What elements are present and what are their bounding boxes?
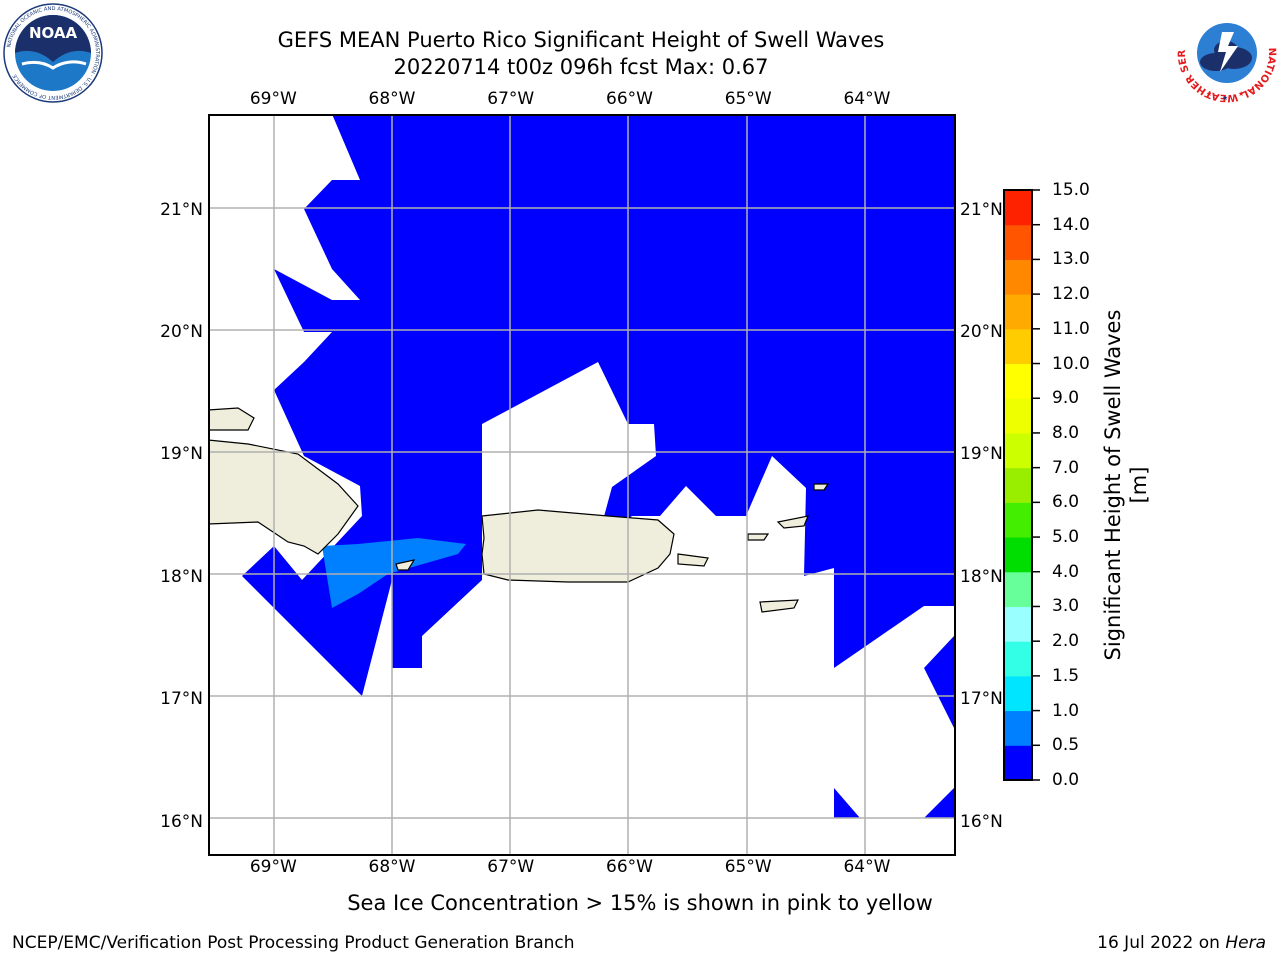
colorbar-tick-label: 2.0 [1052, 631, 1080, 652]
lon-label-bottom: 65°W [724, 857, 772, 877]
lon-label-bottom: 68°W [368, 857, 416, 877]
lat-label-right: 20°N [960, 321, 1003, 342]
lat-label-left: 20°N [160, 321, 203, 342]
branch-credit: NCEP/EMC/Verification Post Processing Pr… [12, 933, 575, 953]
colorbar-segment [1004, 224, 1032, 260]
sea-ice-note: Sea Ice Concentration > 15% is shown in … [347, 891, 933, 915]
colorbar-label: Significant Height of Swell Waves [m] [1101, 309, 1151, 661]
lat-label-left: 17°N [160, 689, 203, 710]
colorbar-segment [1004, 363, 1032, 399]
colorbar-segment [1004, 259, 1032, 295]
lon-label-top: 66°W [606, 89, 653, 109]
land-areas [208, 407, 830, 613]
colorbar-segment [1004, 710, 1032, 746]
lat-label-left: 21°N [160, 199, 203, 220]
lon-label-bottom: 69°W [249, 857, 297, 877]
lat-label-left: 18°N [160, 566, 203, 587]
colorbar-segment [1004, 745, 1032, 781]
lat-label-right: 21°N [960, 199, 1003, 220]
colorbar-tick-label: 9.0 [1052, 388, 1080, 409]
colorbar-segment [1004, 328, 1032, 365]
lon-label-top: 69°W [249, 89, 297, 109]
colorbar-tick-label: 7.0 [1052, 457, 1080, 478]
swell-fill-mid [322, 538, 466, 608]
colorbar-tick-label: 13.0 [1052, 249, 1090, 270]
map-gridlines [208, 114, 956, 856]
map-frame [208, 114, 956, 856]
colorbar [1003, 189, 1040, 781]
colorbar-tick-label: 4.0 [1052, 561, 1080, 582]
colorbar-segment [1004, 537, 1032, 573]
colorbar-tick-label: 8.0 [1052, 422, 1080, 443]
colorbar-segment [1004, 467, 1032, 503]
colorbar-segment [1004, 675, 1032, 712]
colorbar-tick-label: 10.0 [1052, 353, 1090, 374]
colorbar-tick-label: 5.0 [1052, 527, 1080, 548]
lat-label-right: 18°N [960, 566, 1003, 587]
lat-label-right: 17°N [960, 689, 1003, 710]
noaa-logo-text: NOAA [29, 24, 78, 42]
colorbar-segment [1004, 641, 1032, 677]
colorbar-frame [1003, 189, 1033, 781]
colorbar-tick-label: 15.0 [1052, 180, 1090, 200]
colorbar-segment [1004, 398, 1032, 434]
svg-text:★: ★ [1222, 94, 1228, 102]
colorbar-tick-label: 0.0 [1052, 770, 1080, 790]
colorbar-segment [1004, 190, 1032, 226]
lon-label-bottom: 67°W [487, 857, 535, 877]
colorbar-segment [1004, 294, 1032, 330]
colorbar-tick-label: 6.0 [1052, 492, 1080, 513]
colorbar-tick-label: 3.0 [1052, 596, 1080, 617]
host-name: Hera [1225, 933, 1266, 953]
lon-label-top: 64°W [843, 89, 891, 109]
chart-subtitle: 20220714 t00z 096h fcst Max: 0.67 [393, 55, 769, 79]
lat-label-right: 16°N [960, 811, 1003, 832]
noaa-logo: NOAA NATIONAL OCEANIC AND ATMOSPHERIC AD… [3, 3, 103, 103]
colorbar-tick-label: 1.0 [1052, 700, 1080, 721]
colorbar-tick-label: 14.0 [1052, 214, 1090, 235]
colorbar-segment [1004, 502, 1032, 538]
colorbar-tick-label: 12.0 [1052, 284, 1090, 305]
lon-label-bottom: 64°W [843, 857, 891, 877]
colorbar-segment [1004, 432, 1032, 469]
colorbar-segment [1004, 571, 1032, 607]
svg-text:★: ★ [1206, 90, 1212, 98]
colorbar-tick-label: 11.0 [1052, 318, 1090, 339]
colorbar-tick-label: 0.5 [1052, 735, 1080, 756]
chart-title: GEFS MEAN Puerto Rico Significant Height… [277, 28, 885, 52]
map-panel [208, 114, 956, 856]
run-date: 16 Jul 2022 on Hera [1097, 933, 1266, 953]
lat-label-left: 19°N [160, 444, 203, 465]
svg-text:★: ★ [1238, 90, 1244, 98]
lon-label-bottom: 66°W [606, 857, 653, 877]
colorbar-segment [1004, 606, 1032, 642]
lon-label-top: 68°W [368, 89, 416, 109]
lon-label-top: 67°W [487, 89, 535, 109]
nws-logo: NATIONAL WEATHER SERVICE ★ ★ ★ [1176, 2, 1277, 103]
lat-label-left: 16°N [160, 811, 203, 832]
lon-label-top: 65°W [724, 89, 772, 109]
colorbar-tick-label: 1.5 [1052, 665, 1080, 686]
lat-label-right: 19°N [960, 444, 1003, 465]
swell-fill-low [242, 114, 954, 818]
